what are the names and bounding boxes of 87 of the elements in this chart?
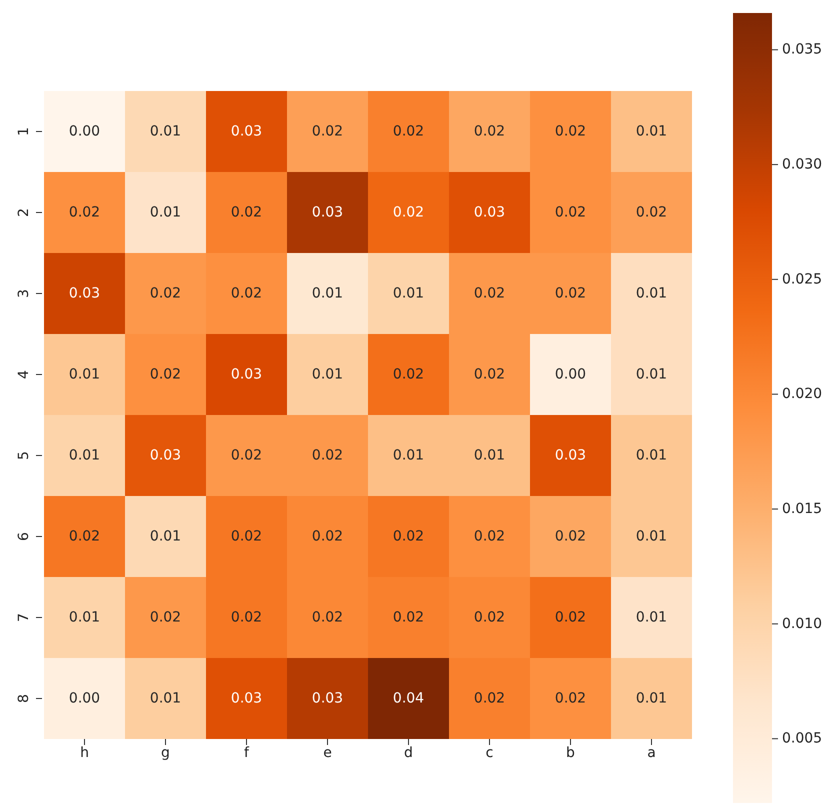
data-label: 0.01: [312, 366, 344, 382]
color-bar-label: 0.035: [782, 42, 822, 58]
data-label: 0.01: [636, 528, 668, 544]
data-label: 0.02: [230, 448, 262, 464]
y-tick-label: 7: [16, 613, 32, 622]
data-label: 0.02: [312, 124, 344, 140]
data-label: 0.01: [150, 204, 182, 220]
data-label: 0.02: [392, 204, 424, 220]
data-label: 0.03: [474, 204, 506, 220]
data-label: 0.02: [554, 204, 586, 220]
x-tick-label: e: [323, 744, 332, 761]
data-label: 0.01: [150, 690, 182, 706]
data-label: 0.02: [68, 528, 100, 544]
color-bar-label: 0.030: [782, 156, 822, 173]
data-label: 0.02: [474, 610, 506, 626]
data-label: 0.02: [312, 610, 344, 626]
data-label: 0.02: [474, 124, 506, 140]
data-label: 0.02: [392, 366, 424, 382]
data-label: 0.01: [150, 528, 182, 544]
data-label: 0.02: [230, 528, 262, 544]
data-label: 0.02: [554, 528, 586, 544]
data-label: 0.02: [474, 528, 506, 544]
data-label: 0.01: [312, 286, 344, 302]
y-tick-label: 6: [16, 532, 32, 541]
data-label: 0.02: [474, 286, 506, 302]
data-label: 0.02: [554, 610, 586, 626]
data-label: 0.01: [392, 448, 424, 464]
color-bar-label: 0.010: [782, 616, 822, 632]
data-label: 0.03: [68, 286, 100, 302]
data-label: 0.02: [392, 610, 424, 626]
color-bar-label: 0.005: [782, 730, 822, 747]
data-label: 0.02: [392, 124, 424, 140]
y-tick-label: 8: [16, 694, 32, 703]
y-tick-label: 3: [16, 289, 32, 298]
data-label: 0.01: [636, 124, 668, 140]
x-tick-label: a: [647, 744, 656, 761]
data-label: 0.02: [150, 366, 182, 382]
data-label: 0.02: [554, 124, 586, 140]
data-label: 0.01: [68, 366, 100, 382]
data-label: 0.02: [554, 690, 586, 706]
y-tick-label: 1: [16, 127, 32, 136]
data-label: 0.03: [230, 124, 262, 140]
data-label: 0.01: [636, 286, 668, 302]
data-label: 0.01: [68, 448, 100, 464]
data-label: 0.00: [68, 124, 100, 140]
data-label: 0.03: [554, 448, 586, 464]
data-label: 0.01: [636, 690, 668, 706]
data-label: 0.01: [636, 448, 668, 464]
data-label: 0.01: [474, 448, 506, 464]
data-label: 0.02: [68, 204, 100, 220]
x-tick-label: d: [404, 744, 413, 761]
data-label: 0.01: [392, 286, 424, 302]
x-tick-label: c: [486, 744, 494, 761]
data-label: 0.03: [312, 204, 344, 220]
data-label: 0.02: [230, 286, 262, 302]
data-label: 0.02: [150, 610, 182, 626]
y-tick-label: 2: [16, 208, 32, 217]
data-label: 0.02: [554, 286, 586, 302]
data-label: 0.02: [230, 204, 262, 220]
data-label: 0.03: [150, 448, 182, 464]
y-tick-label: 4: [16, 370, 32, 379]
x-tick-label: g: [161, 744, 170, 761]
data-label: 0.02: [312, 528, 344, 544]
data-label: 0.03: [312, 690, 344, 706]
data-label: 0.01: [68, 610, 100, 626]
data-label: 0.01: [636, 366, 668, 382]
color-bar-label: 0.025: [782, 271, 822, 288]
data-label: 0.02: [312, 448, 344, 464]
data-label: 0.03: [230, 366, 262, 382]
data-label: 0.02: [150, 286, 182, 302]
x-tick-label: h: [80, 744, 89, 761]
data-label: 0.02: [474, 690, 506, 706]
data-label: 0.03: [230, 690, 262, 706]
data-label: 0.00: [68, 690, 100, 706]
y-tick-label: 5: [16, 451, 32, 460]
color-bar-label: 0.015: [782, 501, 822, 518]
data-label: 0.02: [230, 610, 262, 626]
data-label: 0.02: [392, 528, 424, 544]
x-tick-label: f: [244, 744, 250, 761]
data-label: 0.00: [554, 366, 586, 382]
data-label: 0.04: [392, 690, 424, 706]
color-bar-label: 0.020: [782, 386, 822, 402]
data-label: 0.01: [150, 124, 182, 140]
data-label: 0.01: [636, 610, 668, 626]
x-tick-label: b: [566, 744, 576, 761]
data-label: 0.02: [636, 204, 668, 220]
data-label: 0.02: [474, 366, 506, 382]
